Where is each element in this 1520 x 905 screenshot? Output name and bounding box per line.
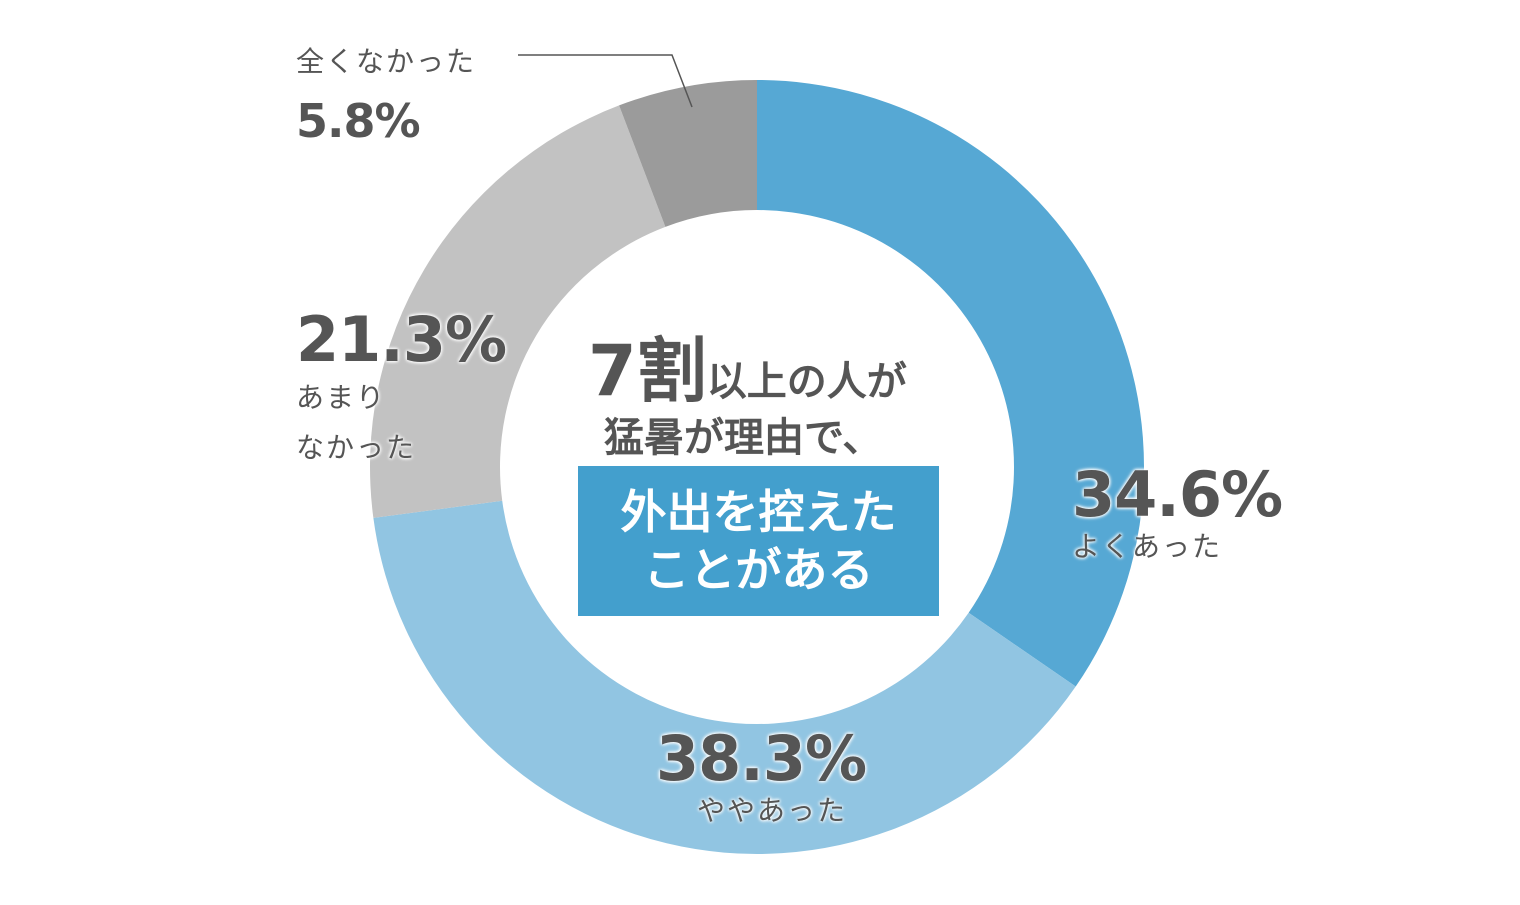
slice-label-never: 全くなかった 5.8% xyxy=(296,40,476,148)
slice-label-somewhat: 38.3% ややあった xyxy=(656,722,867,833)
center-headline: 7割以上の人が xyxy=(588,315,907,416)
leader-line xyxy=(518,54,693,108)
headline-emphasis: 7割 xyxy=(588,330,707,412)
category-label: 全くなかった xyxy=(296,45,477,78)
category-label: あまり xyxy=(296,381,387,414)
donut-slice-0 xyxy=(757,80,1145,687)
highlight-line: 外出を控えた xyxy=(620,485,897,539)
category-label: ややあった xyxy=(697,794,848,827)
data-label: 21.3% xyxy=(296,303,507,376)
data-label: 5.8% xyxy=(296,94,421,148)
category-label: よくあった xyxy=(1072,530,1223,563)
data-label: 38.3% xyxy=(656,722,867,795)
donut-slice-2 xyxy=(369,105,666,518)
donut-slice-1 xyxy=(373,500,1076,855)
center-highlight-box: 外出を控えた ことがある xyxy=(578,466,939,616)
center-subline: 猛暑が理由で、 xyxy=(604,415,883,461)
category-label: なかった xyxy=(296,431,417,464)
data-label: 34.6% xyxy=(1072,458,1283,531)
donut-slice-3 xyxy=(619,80,757,227)
headline-rest: 以上の人が xyxy=(706,359,907,405)
slice-label-rarely: 21.3% あまり なかった xyxy=(296,303,507,470)
slice-label-often: 34.6% よくあった xyxy=(1072,458,1283,569)
highlight-line: ことがある xyxy=(643,543,874,597)
